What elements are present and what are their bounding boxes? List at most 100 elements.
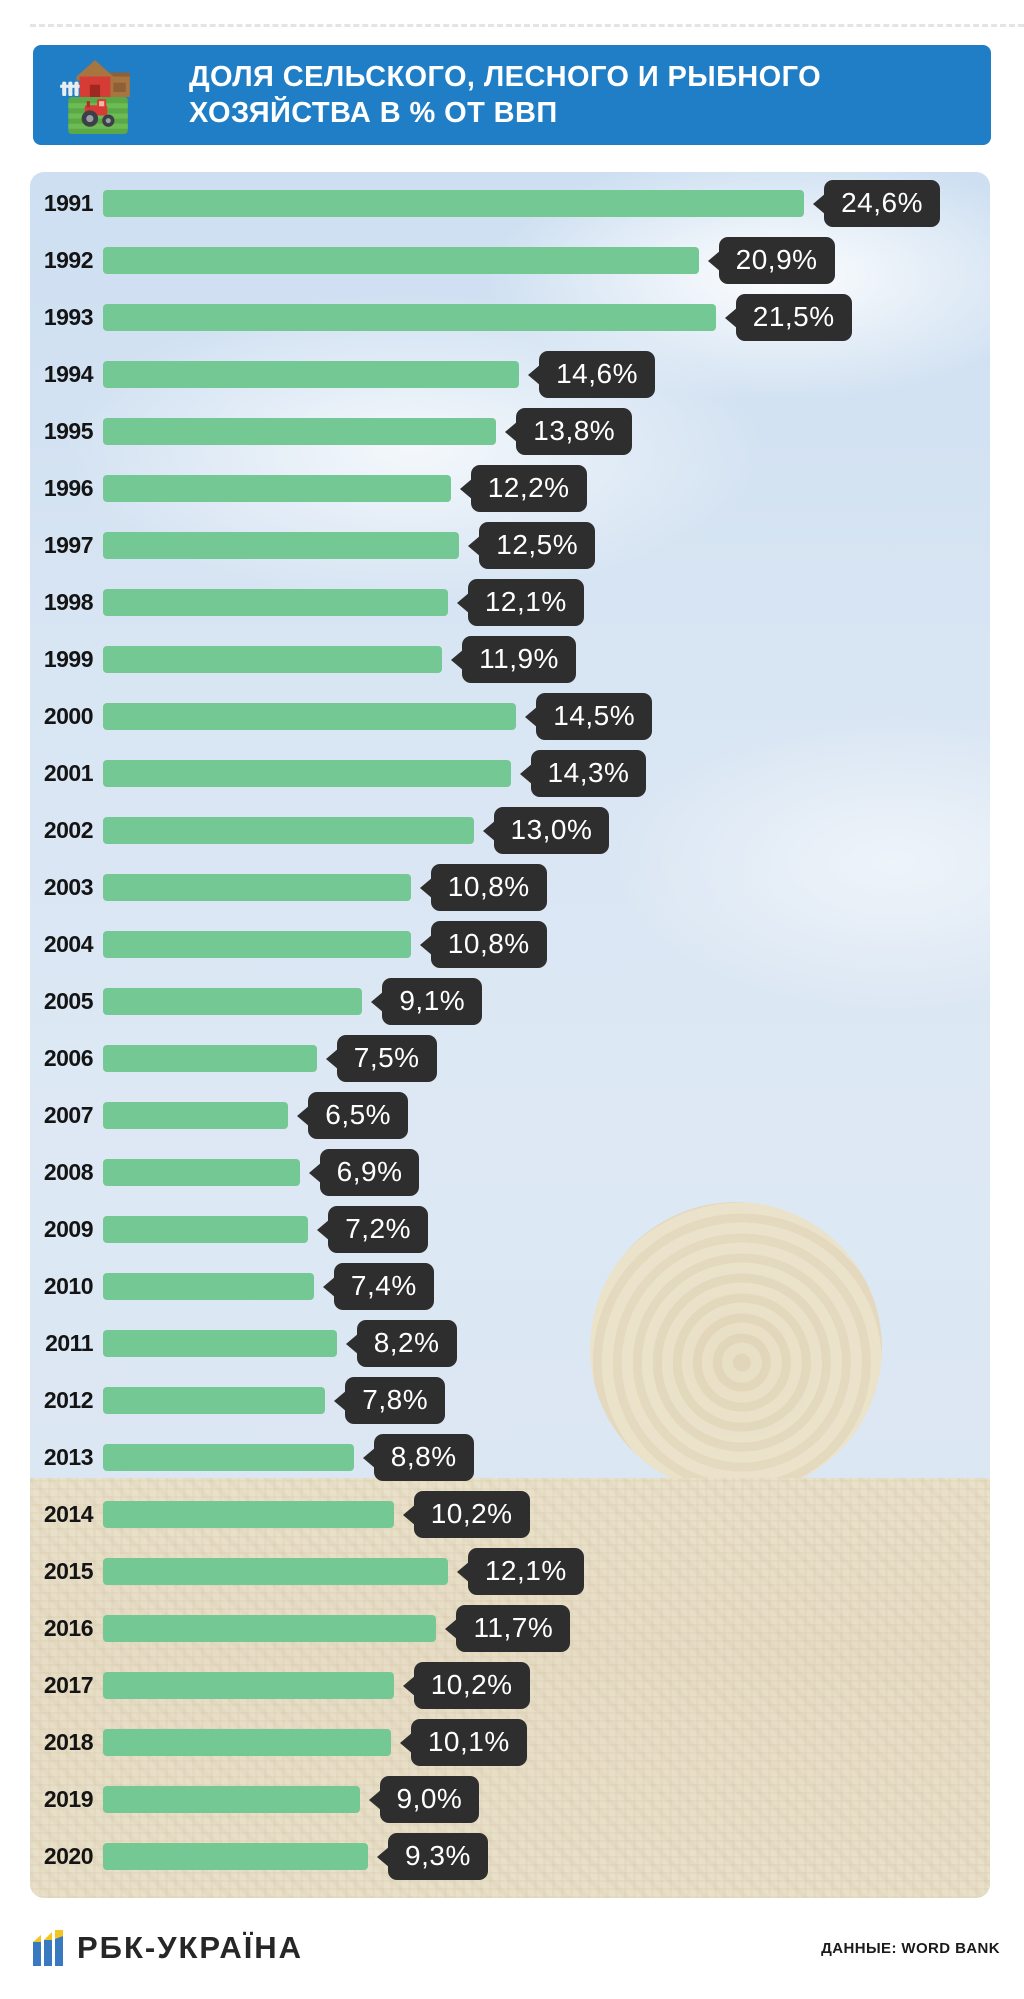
callout-arrow-icon	[362, 1446, 376, 1469]
year-label: 2019	[43, 1786, 94, 1812]
value-label: 10,2%	[413, 1662, 530, 1709]
photo-top-edge	[30, 24, 1024, 27]
value-callout: 10,2%	[402, 1662, 530, 1709]
value-label: 6,9%	[319, 1149, 420, 1196]
callout-arrow-icon	[456, 591, 470, 614]
value-callout: 6,5%	[297, 1092, 409, 1139]
year-label: 1993	[43, 304, 94, 330]
value-callout: 12,5%	[468, 522, 596, 569]
value-label: 11,7%	[456, 1605, 571, 1652]
value-callout: 21,5%	[724, 294, 852, 341]
chart-row: 2001 14,3%	[30, 745, 990, 802]
value-label: 10,8%	[430, 864, 547, 911]
value-bar	[103, 1387, 326, 1414]
callout-arrow-icon	[345, 1332, 359, 1355]
chart-row: 2000 14,5%	[30, 688, 990, 745]
chart-row: 2019 9,0%	[30, 1771, 990, 1828]
callout-arrow-icon	[813, 192, 827, 215]
value-bar	[103, 1672, 394, 1699]
value-bar	[103, 1615, 437, 1642]
callout-arrow-icon	[399, 1731, 413, 1754]
value-label: 12,2%	[470, 465, 587, 512]
chart-row: 1999 11,9%	[30, 631, 990, 688]
brand-name: РБК-УКРАЇНА	[77, 1930, 304, 1965]
rbc-logo-icon	[33, 1930, 63, 1966]
value-label: 20,9%	[718, 237, 835, 284]
value-callout: 13,0%	[482, 807, 610, 854]
callout-arrow-icon	[456, 1560, 470, 1583]
year-label: 2015	[43, 1558, 94, 1584]
value-label: 12,1%	[467, 579, 584, 626]
year-label: 2012	[43, 1387, 94, 1413]
value-callout: 6,9%	[308, 1149, 420, 1196]
value-bar	[103, 1045, 317, 1072]
chart-row: 1995 13,8%	[30, 403, 990, 460]
data-source-label: ДАННЫЕ: WORD BANK	[821, 1939, 1000, 1957]
value-callout: 14,3%	[519, 750, 647, 797]
value-callout: 7,4%	[322, 1263, 434, 1310]
value-label: 9,1%	[382, 978, 483, 1025]
chart-row: 1992 20,9%	[30, 232, 990, 289]
value-callout: 7,2%	[317, 1206, 429, 1253]
value-callout: 7,5%	[325, 1035, 437, 1082]
value-label: 6,5%	[308, 1092, 409, 1139]
value-label: 7,8%	[345, 1377, 446, 1424]
value-label: 7,5%	[336, 1035, 437, 1082]
callout-arrow-icon	[468, 534, 482, 557]
hay-bale-photo	[590, 1202, 882, 1494]
chart-row: 2012 7,8%	[30, 1372, 990, 1429]
value-callout: 10,8%	[419, 921, 547, 968]
chart-row: 1991 24,6%	[30, 175, 990, 232]
value-callout: 9,3%	[377, 1833, 488, 1880]
callout-arrow-icon	[445, 1617, 459, 1640]
footer: РБК-УКРАЇНА ДАННЫЕ: WORD BANK	[33, 1922, 1000, 1974]
year-label: 2007	[43, 1102, 94, 1128]
chart-row: 2009 7,2%	[30, 1201, 990, 1258]
year-label: 2000	[43, 703, 94, 729]
chart-row: 2005 9,1%	[30, 973, 990, 1030]
chart-row: 2007 6,5%	[30, 1087, 990, 1144]
value-bar	[103, 703, 517, 730]
value-bar	[103, 817, 474, 844]
year-label: 1998	[43, 589, 94, 615]
chart-row: 1998 12,1%	[30, 574, 990, 631]
value-bar	[103, 475, 451, 502]
year-label: 2020	[43, 1843, 94, 1869]
value-label: 9,3%	[388, 1833, 488, 1880]
chart-row: 2020 9,3%	[30, 1828, 990, 1885]
callout-arrow-icon	[482, 819, 496, 842]
chart-row: 2006 7,5%	[30, 1030, 990, 1087]
callout-arrow-icon	[525, 705, 539, 728]
value-label: 10,2%	[413, 1491, 530, 1538]
year-label: 2013	[43, 1444, 94, 1470]
value-bar	[103, 304, 716, 331]
value-bar	[103, 1786, 360, 1813]
value-label: 8,8%	[373, 1434, 474, 1481]
year-label: 2002	[43, 817, 94, 843]
value-callout: 11,7%	[445, 1605, 571, 1652]
title-line-2: ХОЗЯЙСТВА В % ОТ ВВП	[189, 97, 558, 129]
year-label: 1996	[43, 475, 94, 501]
chart-row: 1994 14,6%	[30, 346, 990, 403]
value-label: 13,0%	[493, 807, 610, 854]
value-bar	[103, 247, 699, 274]
year-label: 1994	[43, 361, 94, 387]
callout-arrow-icon	[325, 1047, 339, 1070]
year-label: 2005	[43, 988, 94, 1014]
chart-row: 2014 10,2%	[30, 1486, 990, 1543]
callout-arrow-icon	[459, 477, 473, 500]
farm-icon	[60, 60, 130, 134]
value-bar	[103, 190, 805, 217]
value-callout: 8,8%	[362, 1434, 474, 1481]
chart-row: 2016 11,7%	[30, 1600, 990, 1657]
chart-row: 1993 21,5%	[30, 289, 990, 346]
callout-arrow-icon	[402, 1674, 416, 1697]
callout-arrow-icon	[334, 1389, 348, 1412]
year-label: 1991	[43, 190, 94, 216]
value-bar	[103, 1102, 289, 1129]
value-bar	[103, 1843, 369, 1870]
value-callout: 14,5%	[525, 693, 653, 740]
value-callout: 9,1%	[371, 978, 483, 1025]
value-bar	[103, 589, 448, 616]
callout-arrow-icon	[368, 1788, 382, 1811]
